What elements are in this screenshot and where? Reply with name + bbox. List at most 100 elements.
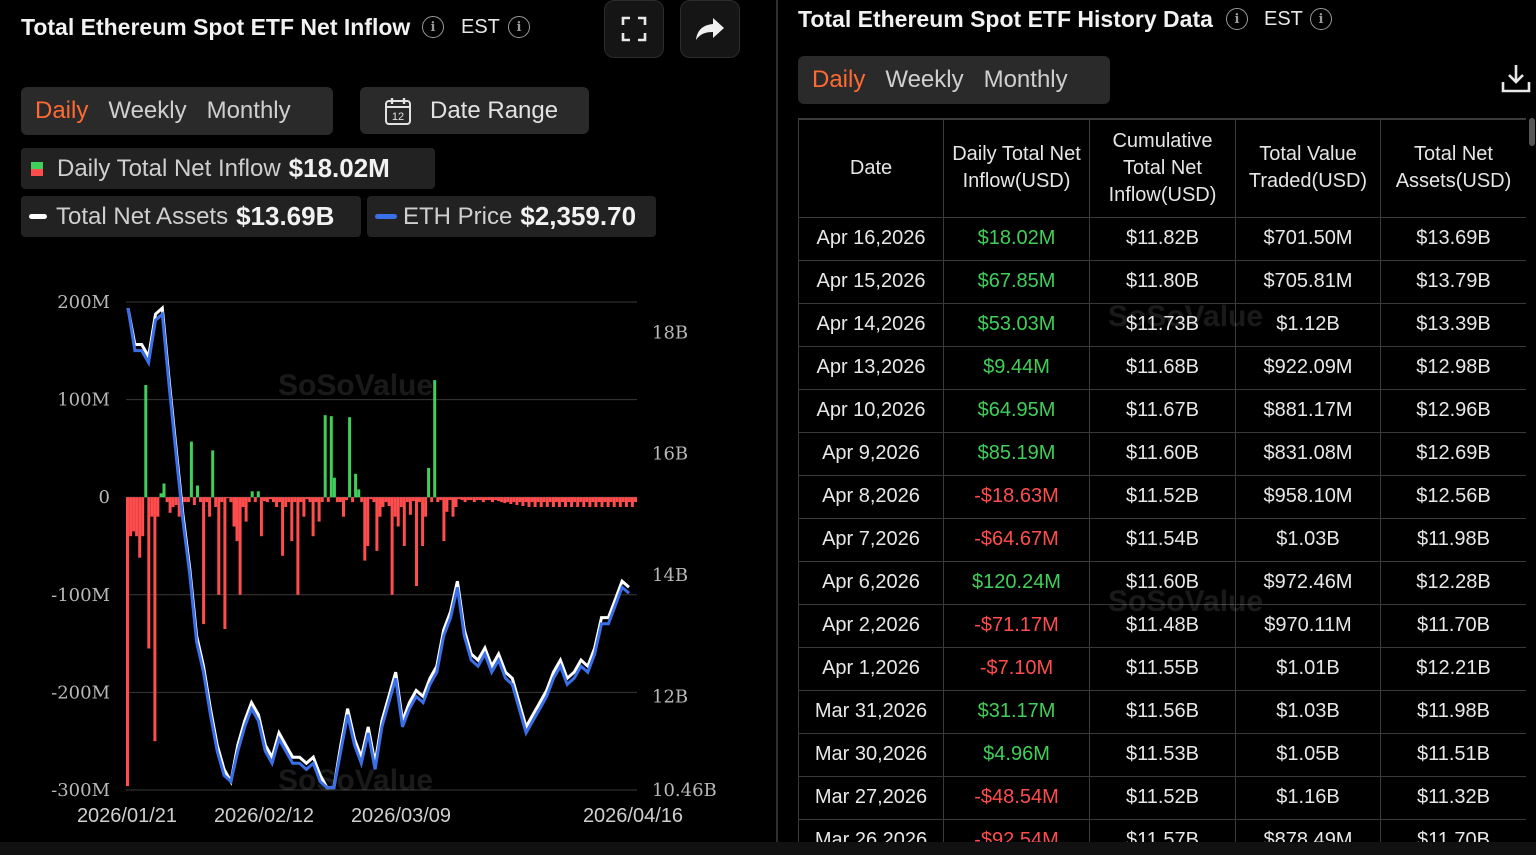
download-button[interactable] [1500, 62, 1532, 99]
cell-traded: $1.03B [1235, 689, 1381, 734]
y-axis-tick-right: 14B [652, 565, 688, 586]
tab-daily[interactable]: Daily [35, 97, 89, 124]
table-scrollbar[interactable] [1529, 118, 1535, 146]
outflow-bar [247, 497, 251, 503]
cell-date: Apr 2,2026 [798, 603, 944, 648]
cell-net-assets: $12.21B [1380, 646, 1526, 691]
download-icon [1501, 65, 1531, 93]
legend-net-assets[interactable]: Total Net Assets $13.69B [21, 196, 361, 237]
x-axis-tick: 2026/01/21 [77, 805, 177, 827]
legend-eth-price[interactable]: ETH Price $2,359.70 [367, 196, 656, 237]
outflow-bar [220, 497, 224, 503]
cell-net-assets: $12.98B [1380, 345, 1526, 390]
cell-date: Mar 30,2026 [798, 732, 944, 777]
table-row[interactable]: Mar 30,2026 $4.96M $11.53B $1.05B $11.51B [798, 732, 1526, 777]
outflow-bar [518, 497, 522, 503]
cell-net-assets: $13.39B [1380, 302, 1526, 347]
outflow-bar [265, 497, 269, 503]
outflow-bar [472, 497, 476, 503]
outflow-bar [615, 497, 619, 503]
outflow-bar [226, 497, 230, 499]
table-row[interactable]: Mar 27,2026 -$48.54M $11.52B $1.16B $11.32B [798, 775, 1526, 820]
outflow-bar [564, 497, 567, 507]
outflow-bar [311, 497, 315, 537]
y-axis-tick-right: 12B [652, 687, 688, 708]
outflow-bar [390, 497, 394, 595]
legend-daily-inflow[interactable]: Daily Total Net Inflow $18.02M [21, 148, 435, 189]
table-row[interactable]: Apr 9,2026 $85.19M $11.60B $831.08M $12.69B [798, 431, 1526, 476]
table-row[interactable]: Apr 2,2026 -$71.17M $11.48B $970.11M $11.70B [798, 603, 1526, 648]
share-button[interactable] [680, 0, 740, 58]
cell-daily-inflow: -$71.17M [943, 603, 1090, 648]
outflow-bar [150, 497, 154, 517]
y-axis-tick-right: 18B [652, 322, 688, 343]
outflow-bar [445, 497, 449, 512]
col-value-traded[interactable]: Total Value Traded(USD) [1235, 118, 1381, 218]
outflow-bar [609, 497, 613, 503]
table-header-row: Date Daily Total Net Inflow(USD) Cumulat… [798, 118, 1526, 218]
outflow-bar [463, 497, 467, 503]
outflow-bar [557, 497, 561, 507]
history-info-icon[interactable]: i [1226, 8, 1248, 30]
cell-cumulative: $11.67B [1089, 388, 1236, 433]
outflow-bar [342, 497, 345, 517]
table-row[interactable]: Apr 13,2026 $9.44M $11.68B $922.09M $12.98B [798, 345, 1526, 390]
info-icon[interactable]: i [422, 16, 444, 38]
table-row[interactable]: Mar 31,2026 $31.17M $11.56B $1.03B $11.98B [798, 689, 1526, 734]
history-table-container[interactable]: Date Daily Total Net Inflow(USD) Cumulat… [798, 118, 1526, 842]
table-row[interactable]: Apr 16,2026 $18.02M $11.82B $701.50M $13.69B [798, 216, 1526, 261]
cell-net-assets: $11.70B [1380, 603, 1526, 648]
history-title: Total Ethereum Spot ETF History Data [798, 6, 1213, 32]
timezone-info-icon[interactable]: i [508, 16, 530, 38]
tab-monthly[interactable]: Monthly [206, 97, 291, 124]
table-row[interactable]: Apr 7,2026 -$64.67M $11.54B $1.03B $11.98B [798, 517, 1526, 562]
table-row[interactable]: Apr 10,2026 $64.95M $11.67B $881.17M $12.96B [798, 388, 1526, 433]
col-net-assets[interactable]: Total Net Assets(USD) [1380, 118, 1526, 218]
outflow-bar [241, 497, 245, 507]
table-row[interactable]: Mar 26,2026 -$92.54M $11.57B $878.49M $11.70… [798, 818, 1526, 842]
history-tab-monthly[interactable]: Monthly [983, 66, 1068, 93]
col-daily-inflow[interactable]: Daily Total Net Inflow(USD) [943, 118, 1090, 218]
table-row[interactable]: Apr 15,2026 $67.85M $11.80B $705.81M $13.79B [798, 259, 1526, 304]
outflow-bar [402, 497, 406, 546]
outflow-bar [302, 497, 306, 517]
outflow-bar [539, 497, 543, 507]
outflow-bar [281, 497, 285, 556]
cell-cumulative: $11.56B [1089, 689, 1236, 734]
outflow-bar [536, 497, 540, 503]
table-row[interactable]: Apr 1,2026 -$7.10M $11.55B $1.01B $12.21B [798, 646, 1526, 691]
outflow-bar [603, 497, 607, 503]
outflow-bar [396, 497, 400, 527]
table-row[interactable]: Apr 8,2026 -$18.63M $11.52B $958.10M $12.56B [798, 474, 1526, 519]
fullscreen-button[interactable] [604, 0, 664, 58]
outflow-bar [421, 497, 425, 546]
outflow-bar [296, 497, 300, 595]
cell-daily-inflow: -$64.67M [943, 517, 1090, 562]
outflow-bar [290, 497, 294, 542]
cell-cumulative: $11.54B [1089, 517, 1236, 562]
cell-daily-inflow: -$18.63M [943, 474, 1090, 519]
inflow-bar [348, 417, 352, 498]
history-tab-daily[interactable]: Daily [812, 66, 866, 93]
outflow-bar [217, 497, 221, 595]
cell-cumulative: $11.57B [1089, 818, 1236, 842]
tab-weekly[interactable]: Weekly [108, 97, 187, 124]
cell-traded: $922.09M [1235, 345, 1381, 390]
outflow-bar [135, 497, 139, 537]
history-timezone-info-icon[interactable]: i [1310, 8, 1332, 30]
col-date[interactable]: Date [798, 118, 944, 218]
outflow-bar [576, 497, 580, 507]
outflow-bar [484, 497, 488, 501]
table-row[interactable]: Apr 14,2026 $53.03M $11.73B $1.12B $13.39B [798, 302, 1526, 347]
cell-cumulative: $11.80B [1089, 259, 1236, 304]
cell-traded: $1.05B [1235, 732, 1381, 777]
outflow-bar [253, 497, 257, 503]
outflow-bar [387, 497, 391, 506]
outflow-bar [177, 497, 181, 517]
history-tab-weekly[interactable]: Weekly [885, 66, 964, 93]
col-cumulative-inflow[interactable]: Cumulative Total Net Inflow(USD) [1089, 118, 1236, 218]
outflow-bar [475, 497, 479, 501]
legend-assets-value: $13.69B [236, 201, 335, 231]
date-range-button[interactable]: 12 Date Range [360, 87, 589, 134]
table-row[interactable]: Apr 6,2026 $120.24M $11.60B $972.46M $12.28B [798, 560, 1526, 605]
